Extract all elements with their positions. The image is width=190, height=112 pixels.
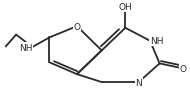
- Text: O: O: [180, 64, 187, 73]
- Text: N: N: [135, 78, 142, 87]
- Text: NH: NH: [150, 37, 164, 46]
- Text: OH: OH: [119, 3, 132, 12]
- Text: O: O: [74, 22, 80, 31]
- Text: NH: NH: [19, 43, 32, 52]
